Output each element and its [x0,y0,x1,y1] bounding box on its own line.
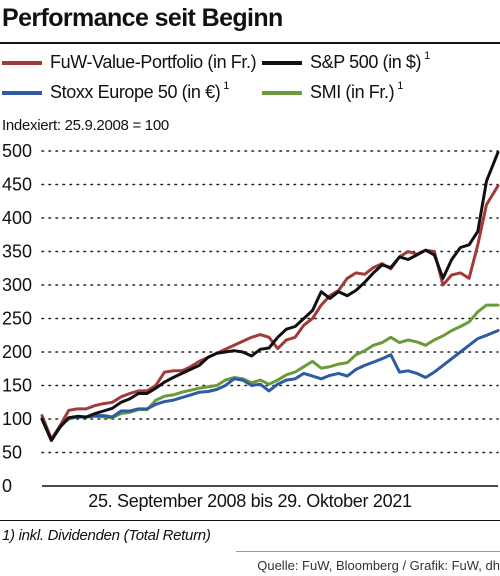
chart-bottom-rule [0,520,500,521]
legend-item-fuw: FuW-Value-Portfolio (in Fr.) [2,52,259,73]
legend-label-smi: SMI (in Fr.) [310,82,395,102]
legend-note-sp500: 1 [424,49,430,62]
series-line-stoxx-europe-50-in [40,329,500,442]
legend-item-smi: SMI (in Fr.) 1 [262,79,403,103]
y-tick-label-400: 400 [2,208,32,228]
series-line-smi-in-fr [40,303,500,442]
legend-label-fuw: FuW-Value-Portfolio (in Fr.) [50,52,257,72]
legend-note-stoxx: 1 [223,79,230,92]
y-tick-label-450: 450 [2,175,32,195]
legend-item-stoxx: Stoxx Europe 50 (in €) 1 [2,79,230,103]
series-line-fuw-value-portfolio-in-fr [40,184,500,441]
grid-lines [41,150,499,487]
legend-note-smi: 1 [397,79,403,92]
legend-swatch-stoxx [2,90,42,95]
y-tick-label-350: 350 [2,242,32,262]
chart-title: Performance seit Beginn [2,4,283,32]
index-note: Indexiert: 25.9.2008 = 100 [2,117,169,134]
y-tick-label-100: 100 [2,409,32,429]
title-divider [0,42,500,44]
y-tick-label-250: 250 [2,309,32,329]
y-tick-label-50: 50 [2,443,22,463]
source-divider [236,551,500,552]
legend-swatch-smi [262,90,302,95]
legend-swatch-fuw [2,60,42,65]
source-credit: Quelle: FuW, Bloomberg / Grafik: FuW, dh [257,558,500,573]
series-line-s-p-500-in [40,150,500,442]
y-tick-label-300: 300 [2,275,32,295]
legend-swatch-sp500 [262,60,302,65]
legend-label-stoxx: Stoxx Europe 50 (in €) [50,82,221,102]
y-tick-label-500: 500 [2,141,32,161]
series-lines [40,150,500,442]
legend-label-sp500: S&P 500 (in $) [310,52,422,72]
y-tick-labels: 0 50 100 150 200 250 300 350 400 450 500 [2,141,32,496]
x-axis-label: 25. September 2008 bis 29. Oktober 2021 [88,491,412,511]
chart-legend: FuW-Value-Portfolio (in Fr.) S&P 500 (in… [0,48,500,112]
y-tick-label-150: 150 [2,376,32,396]
y-tick-label-0: 0 [2,476,12,496]
y-tick-label-200: 200 [2,342,32,362]
legend-item-sp500: S&P 500 (in $) 1 [262,49,430,73]
footnote: 1) inkl. Dividenden (Total Return) [2,527,211,544]
